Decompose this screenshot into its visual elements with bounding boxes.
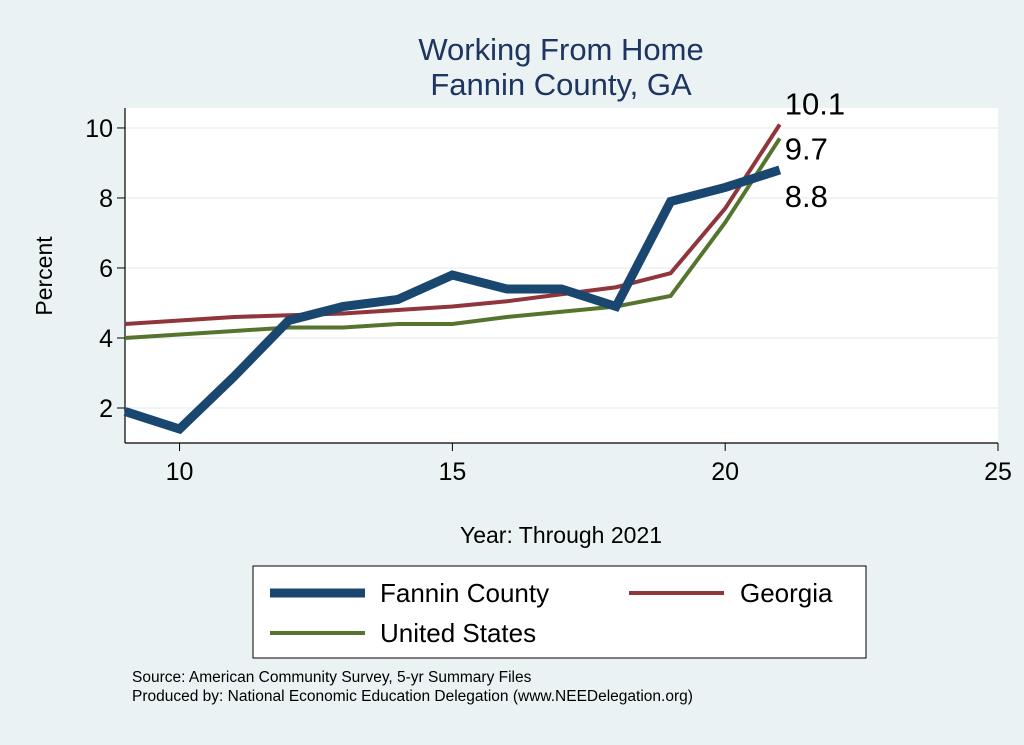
x-tick-label: 10	[166, 458, 194, 486]
end-label: 8.8	[785, 179, 828, 214]
chart-title: Working From Home	[418, 32, 703, 67]
y-tick-label: 6	[99, 255, 113, 283]
plot-area	[125, 108, 998, 443]
x-tick-label: 15	[438, 458, 466, 486]
legend-label: United States	[380, 618, 536, 648]
legend-label: Georgia	[740, 578, 833, 608]
x-tick-label: 20	[711, 458, 739, 486]
series-line-georgia	[124, 123, 782, 326]
y-tick-label: 10	[85, 115, 113, 143]
series-line-united-states	[124, 137, 782, 340]
y-axis-label: Percent	[31, 236, 57, 316]
series-line-fannin-county	[123, 165, 782, 435]
produced-note: Produced by: National Economic Education…	[132, 688, 693, 705]
end-label: 9.7	[785, 131, 828, 166]
end-label: 10.1	[785, 86, 845, 121]
chart-subtitle: Fannin County, GA	[430, 67, 692, 102]
y-tick-label: 2	[99, 395, 113, 423]
x-tick-label: 25	[984, 458, 1012, 486]
y-tick-label: 8	[99, 185, 113, 213]
legend-label: Fannin County	[380, 578, 549, 608]
y-tick-label: 4	[99, 325, 113, 353]
x-axis-label: Year: Through 2021	[460, 522, 662, 548]
source-note: Source: American Community Survey, 5-yr …	[132, 669, 532, 686]
legend	[252, 565, 867, 659]
